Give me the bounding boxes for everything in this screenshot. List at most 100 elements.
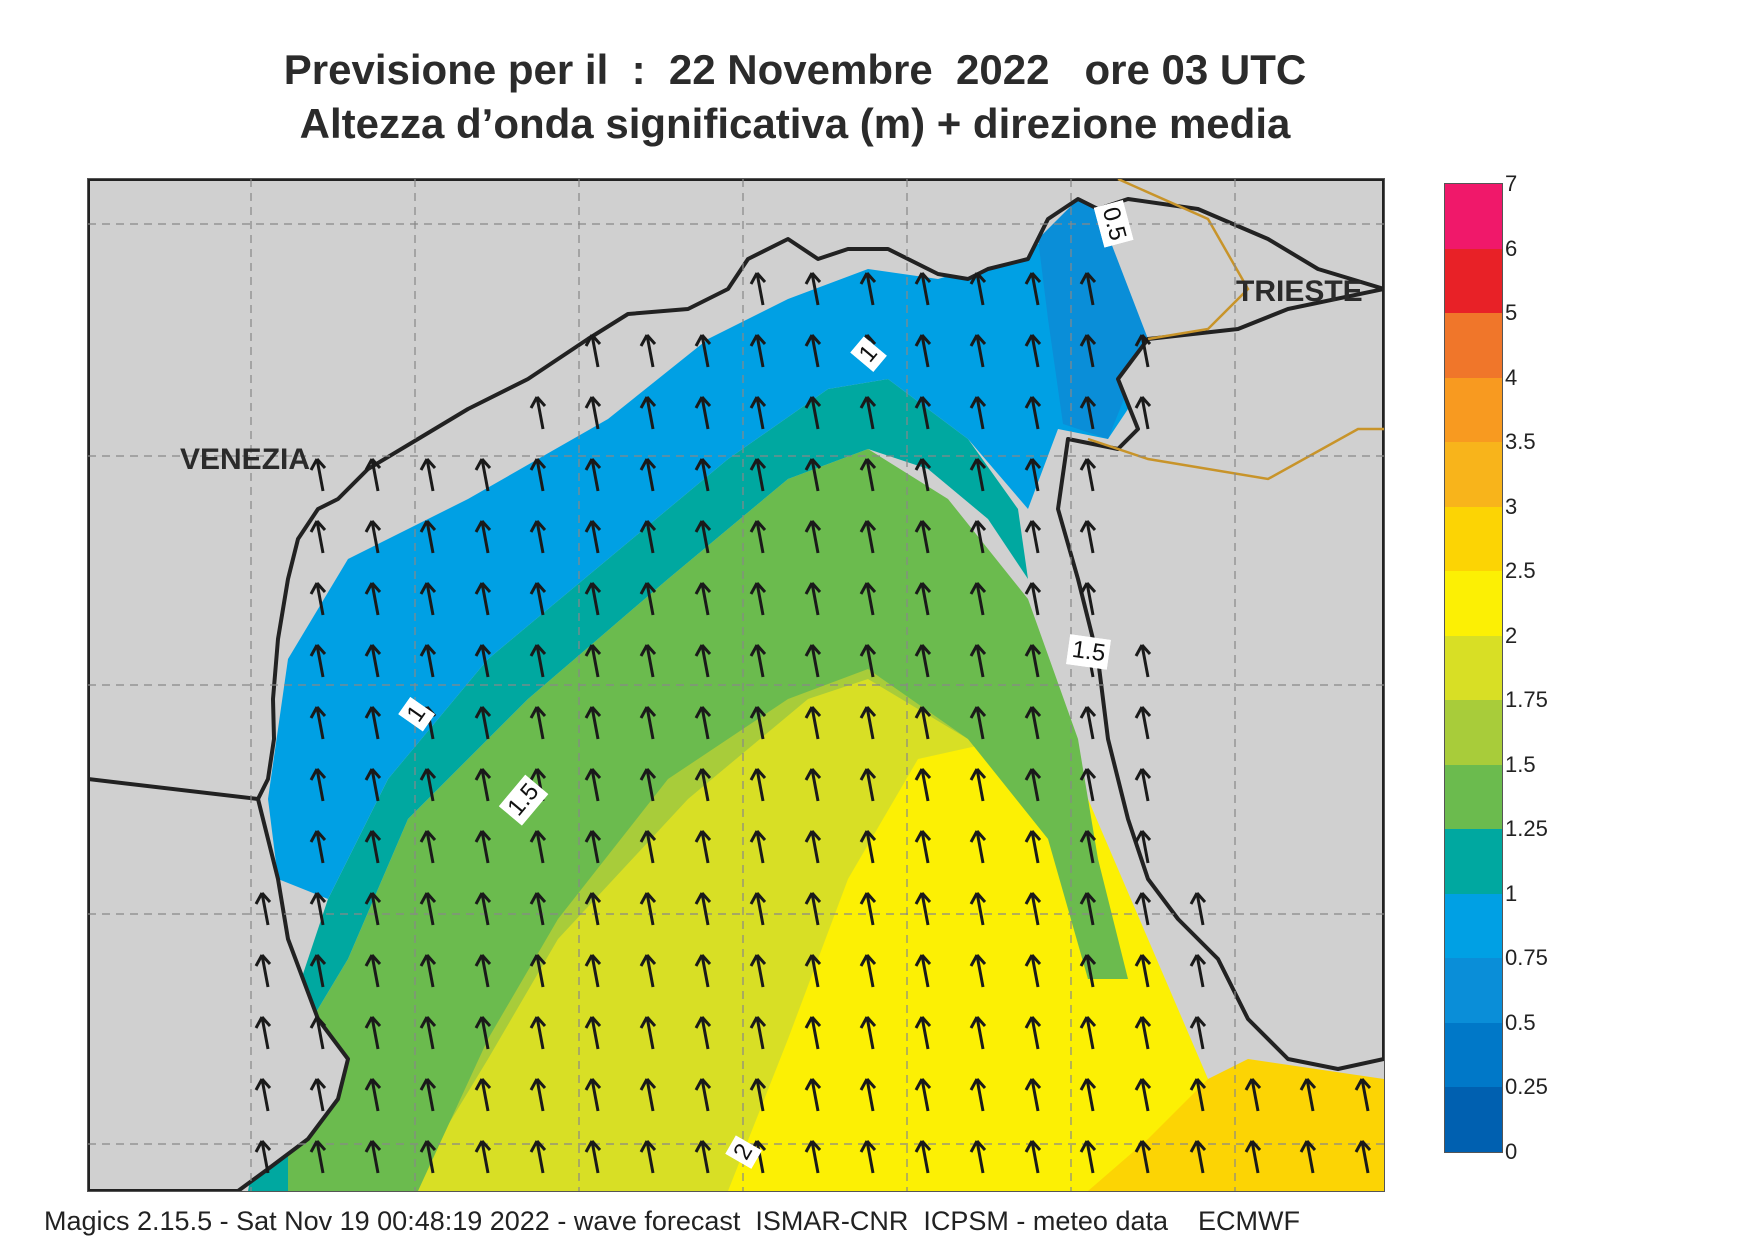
wave-direction-arrow xyxy=(639,706,657,740)
wave-direction-arrow xyxy=(1079,520,1097,554)
wave-direction-arrow xyxy=(364,830,382,864)
wave-direction-arrow xyxy=(1189,954,1207,988)
wave-direction-arrow xyxy=(914,334,932,368)
wave-direction-arrow xyxy=(419,1078,437,1112)
wave-direction-arrow xyxy=(1134,768,1152,802)
wave-direction-arrow xyxy=(529,520,547,554)
wave-direction-arrow xyxy=(969,396,987,430)
wave-direction-arrow xyxy=(859,1016,877,1050)
wave-direction-arrow xyxy=(639,520,657,554)
colorbar-segment xyxy=(1445,1022,1502,1088)
wave-direction-arrow xyxy=(914,954,932,988)
wave-direction-arrow xyxy=(1079,1016,1097,1050)
wave-direction-arrow xyxy=(914,1078,932,1112)
wave-direction-arrow xyxy=(969,1078,987,1112)
wave-direction-arrow xyxy=(254,1078,272,1112)
wave-direction-arrow xyxy=(364,706,382,740)
wave-direction-arrow xyxy=(419,892,437,926)
colorbar-label: 0.5 xyxy=(1505,1009,1536,1035)
wave-direction-arrow xyxy=(639,1140,657,1174)
wave-direction-arrow xyxy=(364,458,382,492)
colorbar-segment xyxy=(1445,1087,1502,1152)
colorbar-segment xyxy=(1445,571,1502,636)
wave-direction-arrow xyxy=(969,892,987,926)
wave-direction-arrow xyxy=(914,1140,932,1174)
wave-direction-arrow xyxy=(1134,1078,1152,1112)
wave-direction-arrow xyxy=(529,954,547,988)
wave-direction-arrow xyxy=(474,1140,492,1174)
wave-direction-arrow xyxy=(309,706,327,740)
band-1.25-1.5 xyxy=(248,379,1028,1191)
wave-direction-arrow xyxy=(529,892,547,926)
wave-direction-arrow xyxy=(804,954,822,988)
wave-direction-arrow xyxy=(639,582,657,616)
wave-height-map: VENEZIA TRIESTE 0.5 1 1 1.5 1.5 2 xyxy=(87,178,1385,1192)
wave-direction-arrow xyxy=(309,1078,327,1112)
title-line-1: Previsione per il : 22 Novembre 2022 ore… xyxy=(283,46,1307,93)
wave-direction-arrow xyxy=(749,644,767,678)
wave-direction-arrow xyxy=(914,830,932,864)
band-1.5-1.75 xyxy=(288,449,1128,1191)
country-border xyxy=(1117,179,1250,341)
wave-direction-arrow xyxy=(639,458,657,492)
wave-direction-arrow xyxy=(694,892,712,926)
land xyxy=(88,179,1384,1191)
wave-direction-arrow xyxy=(584,1140,602,1174)
wave-direction-arrow xyxy=(419,644,437,678)
band-2-2.5 xyxy=(728,739,1248,1191)
wave-direction-arrow xyxy=(584,334,602,368)
wave-direction-arrow xyxy=(1024,396,1042,430)
wave-direction-arrow xyxy=(584,458,602,492)
wave-direction-arrow xyxy=(1079,1140,1097,1174)
wave-direction-arrow xyxy=(694,458,712,492)
wave-direction-arrow xyxy=(639,334,657,368)
wave-direction-arrow xyxy=(694,830,712,864)
wave-direction-arrow xyxy=(419,830,437,864)
wave-direction-arrow xyxy=(969,582,987,616)
wave-direction-arrow xyxy=(584,768,602,802)
colorbar-label: 0.75 xyxy=(1505,945,1548,971)
wave-direction-arrow xyxy=(474,830,492,864)
wave-direction-arrow xyxy=(694,520,712,554)
wave-direction-arrow xyxy=(1244,1078,1262,1112)
wave-direction-arrow xyxy=(804,582,822,616)
wave-direction-arrow xyxy=(1354,1078,1372,1112)
wave-direction-arrow xyxy=(1024,768,1042,802)
wave-direction-arrow xyxy=(364,644,382,678)
wave-direction-arrow xyxy=(474,768,492,802)
wave-direction-arrow xyxy=(419,1140,437,1174)
wave-direction-arrow xyxy=(859,1078,877,1112)
wave-direction-arrow xyxy=(804,768,822,802)
wave-direction-arrow xyxy=(804,706,822,740)
wave-direction-arrow xyxy=(1134,1140,1152,1174)
wave-direction-arrow xyxy=(969,520,987,554)
wave-direction-arrow xyxy=(1079,706,1097,740)
wave-direction-arrow xyxy=(584,396,602,430)
wave-direction-arrow xyxy=(309,520,327,554)
wave-direction-arrow xyxy=(309,830,327,864)
contour-label-1-5-east: 1.5 xyxy=(1066,634,1112,670)
colorbar-label: 1.75 xyxy=(1505,687,1548,713)
wave-direction-arrow xyxy=(254,954,272,988)
wave-direction-arrow xyxy=(639,768,657,802)
wave-direction-arrow xyxy=(474,644,492,678)
wave-direction-arrow xyxy=(419,768,437,802)
wave-direction-arrow xyxy=(969,272,987,306)
wave-direction-arrow xyxy=(804,1016,822,1050)
wave-direction-arrow xyxy=(969,1140,987,1174)
wave-direction-arrow xyxy=(474,1078,492,1112)
wave-direction-arrow xyxy=(529,706,547,740)
wave-direction-arrow xyxy=(364,768,382,802)
wave-direction-arrow xyxy=(1134,706,1152,740)
wave-direction-arrow xyxy=(804,644,822,678)
wave-direction-arrow xyxy=(474,892,492,926)
colorbar-label: 3.5 xyxy=(1505,429,1536,455)
title-line-2: Altezza d’onda significativa (m) + direz… xyxy=(299,100,1291,147)
wave-direction-arrow xyxy=(584,520,602,554)
colorbar-label: 2.5 xyxy=(1505,558,1536,584)
colorbar xyxy=(1444,183,1503,1153)
wave-direction-arrow xyxy=(529,458,547,492)
colorbar-segment xyxy=(1445,442,1502,507)
wave-direction-arrow xyxy=(584,706,602,740)
wave-direction-arrow xyxy=(639,396,657,430)
